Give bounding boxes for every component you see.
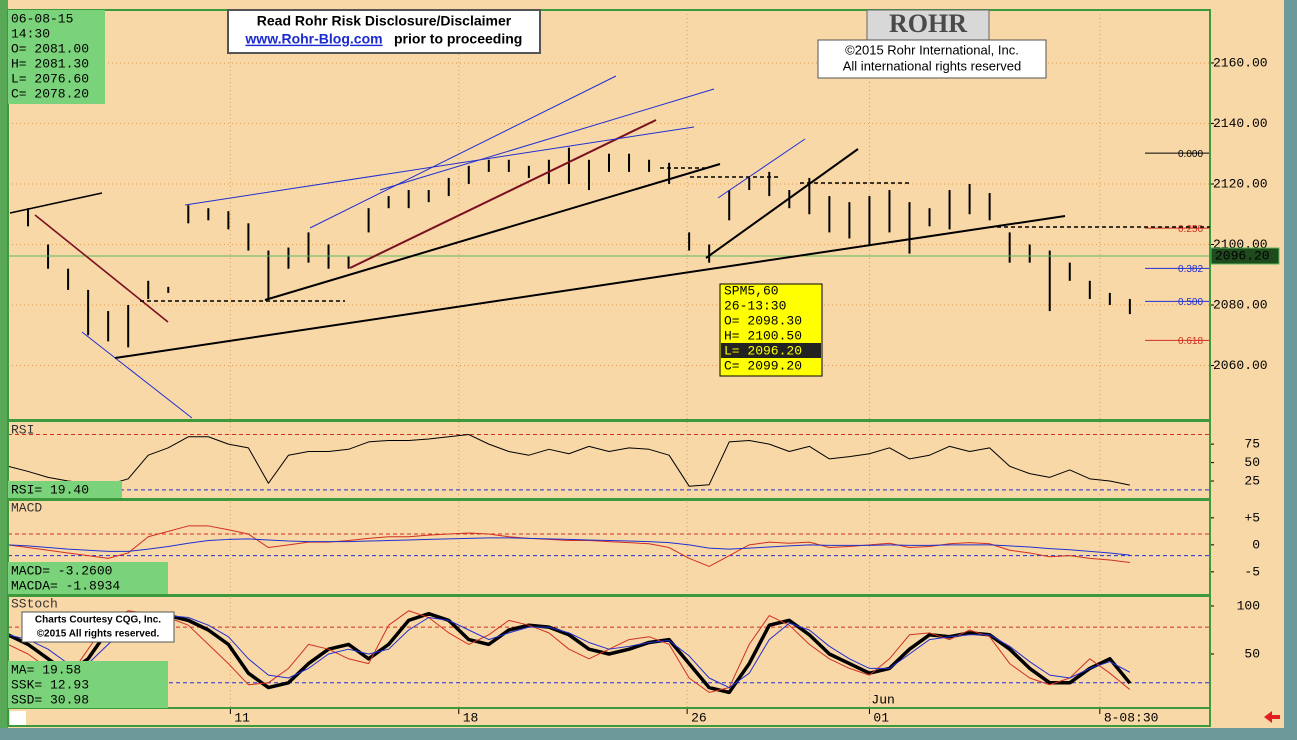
tooltip-highlight: [721, 343, 821, 358]
plot: 11 18 26 01 8-08:30Jun2060.002080.002100.002…: [7, 10, 1280, 725]
trend-line: [34, 214, 169, 323]
readout: O= 2081.00: [11, 41, 89, 56]
copyright-box: [817, 39, 1047, 79]
tooltip-line: O= 2098.30: [724, 313, 802, 328]
trend-line: [309, 75, 617, 229]
readout-box: [8, 661, 168, 708]
y-tick-label: 2160.00: [1213, 55, 1268, 70]
readout: 06-08-15: [11, 11, 73, 26]
frame-left: [0, 0, 8, 728]
trend-lines: [9, 75, 1210, 419]
readout: L= 2076.60: [11, 71, 89, 86]
courtesy: Charts Courtesy CQG, Inc.: [35, 615, 161, 626]
overlays: Read Rohr Risk Disclosure/Disclaimer www…: [8, 9, 1280, 725]
indicator-line: [7, 611, 1132, 695]
panel-title: RSI: [11, 422, 34, 437]
readout-box: [8, 481, 122, 498]
readout: H= 2081.30: [11, 56, 89, 71]
disclaimer-box: [227, 9, 541, 54]
y-tick-label: 75: [1244, 437, 1260, 452]
trend-line: [9, 192, 103, 214]
panel-title: SStoch: [11, 596, 58, 611]
indicator-line: [7, 537, 1130, 556]
y-tick-label: -5: [1244, 564, 1260, 579]
y-tick-label: 2080.00: [1213, 297, 1268, 312]
trend-line: [184, 126, 695, 206]
window-frame: [1284, 0, 1297, 740]
trend-line: [717, 138, 806, 199]
readout-box: [8, 10, 105, 104]
logo-box: [866, 9, 990, 41]
trend-line: [379, 88, 715, 191]
disclaimer-note: prior to proceeding: [394, 31, 522, 47]
tooltip-line: 26-13:30: [724, 298, 786, 313]
y-tick-label: +5: [1244, 510, 1260, 525]
trend-line: [114, 215, 1066, 359]
readout: C= 2078.20: [11, 86, 89, 101]
readout: MA= 19.58: [11, 662, 81, 677]
fib-label: 0.000: [1178, 149, 1203, 160]
trend-line: [264, 163, 721, 301]
scroll-arrow[interactable]: [1264, 711, 1280, 723]
readout: RSI= 19.40: [11, 482, 89, 497]
tooltip-box: [719, 283, 823, 377]
x-tick-label: 01: [873, 710, 889, 725]
panel-title: MACD: [11, 500, 42, 515]
y-tick-label: 0: [1252, 537, 1260, 552]
tooltip-line: C= 2099.20: [724, 358, 802, 373]
fib-label: 0.382: [1178, 264, 1203, 275]
tooltip-line: SPM5,60: [724, 283, 779, 298]
logo: ROHR: [889, 9, 967, 38]
readout: MACDA= -1.8934: [11, 578, 120, 593]
disclaimer-link[interactable]: www.Rohr-Blog.com: [244, 31, 382, 47]
window-frame: [0, 728, 1297, 740]
readout: SSD= 30.98: [11, 692, 89, 707]
fib-label: 0.618: [1178, 336, 1203, 347]
courtesy: ©2015 All rights reserved.: [37, 629, 160, 640]
y-tick-label: 2060.00: [1213, 358, 1268, 373]
tooltip-line: H= 2100.50: [724, 328, 802, 343]
indicator-line: [7, 434, 1130, 487]
copyright: ©2015 Rohr International, Inc.: [845, 42, 1019, 57]
trend-line: [349, 119, 657, 269]
fib-label: 0.250: [1178, 224, 1203, 235]
readout: 14:30: [11, 26, 50, 41]
x-tick-label: 8-08:30: [1104, 710, 1159, 725]
tooltip-line: L= 2096.20: [724, 343, 802, 358]
disclaimer: Read Rohr Risk Disclosure/Disclaimer: [257, 13, 512, 29]
y-tick-label: 2120.00: [1213, 176, 1268, 191]
indicator-line: [7, 615, 1131, 689]
last-price-label: 2096.20: [1215, 248, 1270, 263]
y-tick-label: 100: [1237, 598, 1260, 613]
x-tick-label: 26: [691, 710, 707, 725]
trend-line: [705, 148, 859, 259]
scroll-box[interactable]: [10, 711, 26, 725]
panel-frames: [7, 9, 1211, 727]
x-axis-frame: [7, 707, 1211, 727]
trend-line: [81, 331, 193, 419]
readout: SSK= 12.93: [11, 677, 89, 692]
month-label: Jun: [871, 692, 894, 707]
y-tick-label: 2140.00: [1213, 116, 1268, 131]
readout: MACD= -3.2600: [11, 563, 112, 578]
copyright: All international rights reserved: [843, 58, 1021, 73]
readout-box: [8, 562, 168, 594]
fib-label: 0.500: [1178, 297, 1203, 308]
x-tick-label: 18: [463, 710, 479, 725]
courtesy-box: [21, 611, 175, 643]
y-tick-label: 50: [1244, 646, 1260, 661]
x-tick-label: 11: [234, 710, 250, 725]
y-tick-label: 25: [1244, 473, 1260, 488]
y-tick-label: 50: [1244, 455, 1260, 470]
dashed-levels: [140, 167, 1210, 302]
